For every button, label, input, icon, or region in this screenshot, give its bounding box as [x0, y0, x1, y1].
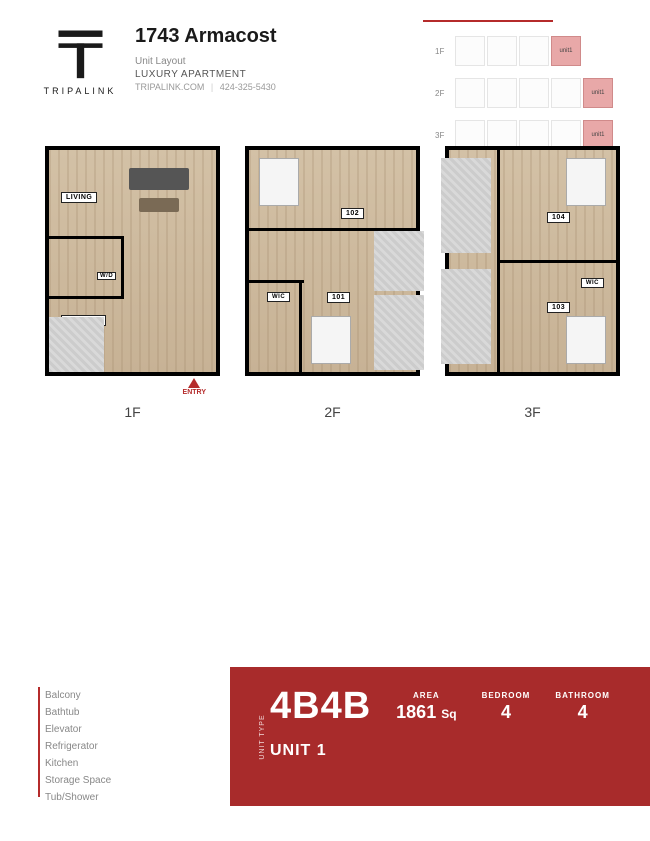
sofa [129, 168, 189, 190]
stat-area: AREA 1861 Sq [396, 691, 456, 723]
thumb-boxes: unit1 [455, 36, 625, 66]
plan-3f: 104 103 WIC 3F [445, 146, 620, 420]
thumb-box [487, 36, 517, 66]
unit-stats-row: 4B4B AREA 1861 Sq BEDROOM 4 BATHROOM 4 [270, 685, 628, 728]
wall [499, 260, 619, 263]
bedroom-label: BEDROOM [482, 691, 531, 700]
floorplan-3f: 104 103 WIC [445, 146, 620, 376]
phone: 424-325-5430 [220, 82, 276, 92]
room-wd: W/D [97, 272, 116, 280]
bathroom-value: 4 [555, 702, 610, 723]
amenities-list: Balcony Bathtub Elevator Refrigerator Ki… [0, 667, 230, 806]
room-wic: WIC [267, 292, 290, 302]
wall [49, 296, 124, 299]
wall [49, 236, 124, 239]
floor-thumbnails: 1F unit1 2F unit1 3F unit1 [435, 35, 625, 161]
wall [121, 236, 124, 296]
thumb-label: 2F [435, 89, 455, 98]
wall [497, 150, 500, 372]
footer: Balcony Bathtub Elevator Refrigerator Ki… [0, 667, 650, 806]
thumb-row-1f: 1F unit1 [435, 35, 625, 67]
wall [299, 280, 302, 372]
thumb-box-highlighted: unit1 [551, 36, 581, 66]
bed [566, 316, 606, 364]
amenity-item: Bathtub [45, 704, 230, 721]
thumb-box-highlighted: unit1 [583, 78, 613, 108]
floorplan-2f: 102 101 WIC [245, 146, 420, 376]
room-104: 104 [547, 212, 570, 223]
thumb-label: 1F [435, 47, 455, 56]
thumb-box [519, 78, 549, 108]
amenity-item: Elevator [45, 721, 230, 738]
thumb-box [455, 36, 485, 66]
unit-name: UNIT 1 [270, 742, 628, 760]
floor-plans: LIVING KITCHEN W/D ENTRY 1F 102 101 WIC … [0, 106, 650, 430]
area-unit: Sq [441, 707, 456, 721]
room-101: 101 [327, 292, 350, 303]
accent-bar [38, 687, 40, 797]
room-103: 103 [547, 302, 570, 313]
unit-type-side-label: UNIT TYPE [259, 714, 266, 759]
bed [311, 316, 351, 364]
bedroom-value: 4 [482, 702, 531, 723]
area-label: AREA [396, 691, 456, 700]
stat-bedroom: BEDROOM 4 [482, 691, 531, 723]
unit-summary-panel: UNIT TYPE 4B4B AREA 1861 Sq BEDROOM 4 BA… [230, 667, 650, 806]
thumb-box [487, 78, 517, 108]
room-living: LIVING [61, 192, 97, 203]
unit-type: 4B4B [270, 685, 371, 728]
room-wic: WIC [581, 278, 604, 288]
plan-2f: 102 101 WIC 2F [245, 146, 420, 420]
bed [259, 158, 299, 206]
brand-name: TRIPALINK [44, 86, 117, 96]
area-value: 1861 Sq [396, 702, 456, 723]
thumb-row-2f: 2F unit1 [435, 77, 625, 109]
thumb-box [551, 78, 581, 108]
bed [566, 158, 606, 206]
thumb-box [455, 78, 485, 108]
amenity-item: Storage Space [45, 772, 230, 789]
bathroom-label: BATHROOM [555, 691, 610, 700]
coffee-table [139, 198, 179, 212]
thumb-label: 3F [435, 131, 455, 140]
amenity-item: Tub/Shower [45, 789, 230, 806]
bathroom-floor [374, 231, 424, 291]
thumb-box [519, 36, 549, 66]
bathroom-floor [441, 269, 491, 364]
wall [249, 280, 304, 283]
floorplan-1f: LIVING KITCHEN W/D ENTRY [45, 146, 220, 376]
website: TRIPALINK.COM [135, 82, 204, 92]
tripalink-logo-icon [53, 25, 108, 80]
thumb-boxes: unit1 [455, 78, 625, 108]
brand-logo: TRIPALINK [45, 25, 115, 96]
stat-bathroom: BATHROOM 4 [555, 691, 610, 723]
separator: | [211, 82, 213, 92]
amenity-item: Kitchen [45, 755, 230, 772]
kitchen-floor [49, 317, 104, 372]
area-number: 1861 [396, 702, 436, 722]
floor-label: 1F [45, 404, 220, 420]
room-102: 102 [341, 208, 364, 219]
plan-1f: LIVING KITCHEN W/D ENTRY 1F [45, 146, 220, 420]
amenity-item: Refrigerator [45, 738, 230, 755]
bathroom-floor [374, 295, 424, 370]
floor-label: 2F [245, 404, 420, 420]
bathroom-floor [441, 158, 491, 253]
entry-marker: ENTRY [183, 378, 206, 396]
floor-label: 3F [445, 404, 620, 420]
amenity-item: Balcony [45, 687, 230, 704]
